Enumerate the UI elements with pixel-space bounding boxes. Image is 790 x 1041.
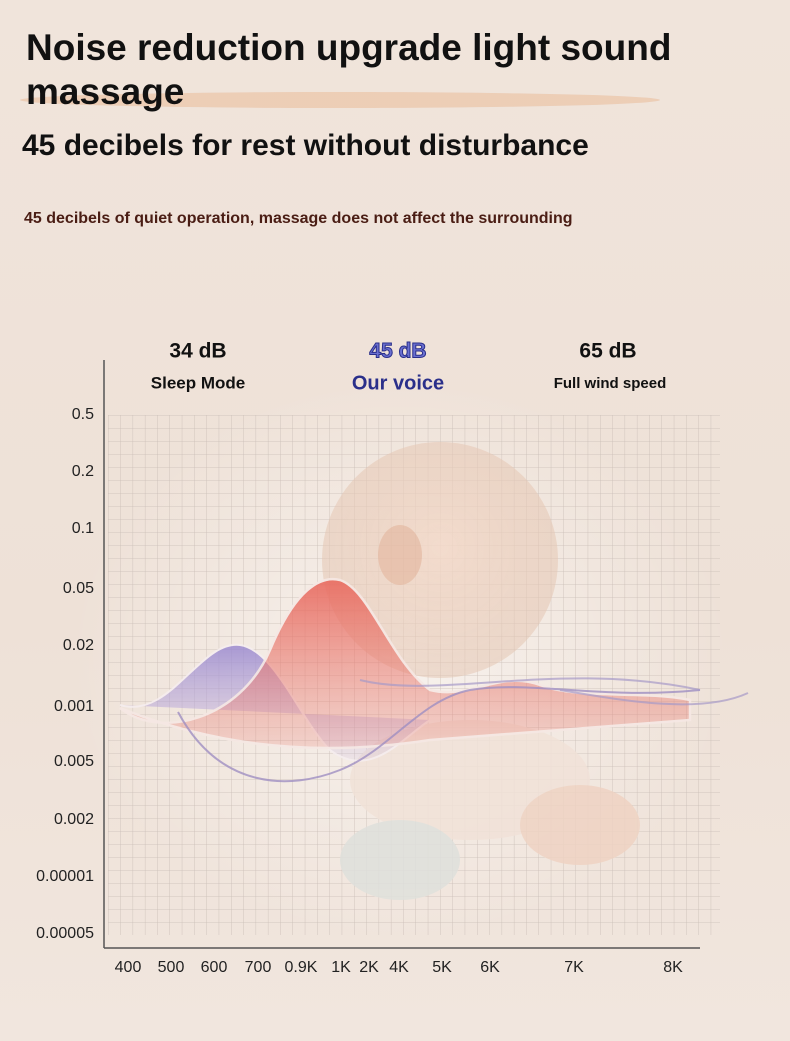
curve: [177, 686, 701, 783]
mode-level: 34 dB: [169, 340, 226, 363]
x-label: 700: [245, 959, 272, 976]
mode-level: 45 dB: [369, 340, 426, 363]
brush-stroke: [20, 92, 660, 108]
y-label: 0.2: [72, 463, 94, 480]
y-label: 0.05: [63, 580, 94, 597]
y-label: 0.00001: [36, 868, 94, 885]
x-label: 5K: [432, 959, 452, 976]
x-label: 7K: [564, 959, 584, 976]
curve: [359, 677, 749, 706]
x-label: 8K: [663, 959, 683, 976]
y-label: 0.1: [72, 520, 94, 537]
description: 45 decibels of quiet operation, massage …: [24, 210, 573, 227]
mode-label: Sleep Mode: [151, 373, 245, 392]
baby: [322, 442, 640, 900]
mode-level: 65 dB: [579, 340, 636, 363]
y-label: 0.005: [54, 753, 94, 770]
curve: [119, 577, 692, 750]
x-label: 400: [115, 959, 142, 976]
y-label: 0.00005: [36, 925, 94, 942]
x-label: 600: [201, 959, 228, 976]
x-label: 4K: [389, 959, 409, 976]
title: Noise reduction upgrade light sound mass…: [26, 27, 672, 112]
y-label: 0.002: [54, 811, 94, 828]
x-label: 1K: [331, 959, 351, 976]
mode-label: Our voice: [352, 372, 444, 394]
x-label: 0.9K: [285, 959, 318, 976]
x-label: 2K: [359, 959, 379, 976]
y-label: 0.001: [54, 698, 94, 715]
labels: 0.5 0.2 0.1 0.05 0.02 0.001 0.005 0.002 0.00001 0…: [36, 339, 683, 976]
y-label: 0.5: [72, 406, 94, 423]
x-label: 6K: [480, 959, 500, 976]
subtitle: 45 decibels for rest without disturbance: [22, 129, 589, 162]
y-label: 0.02: [63, 637, 94, 654]
x-label: 500: [158, 959, 185, 976]
mode-label: Full wind speed: [554, 375, 667, 392]
